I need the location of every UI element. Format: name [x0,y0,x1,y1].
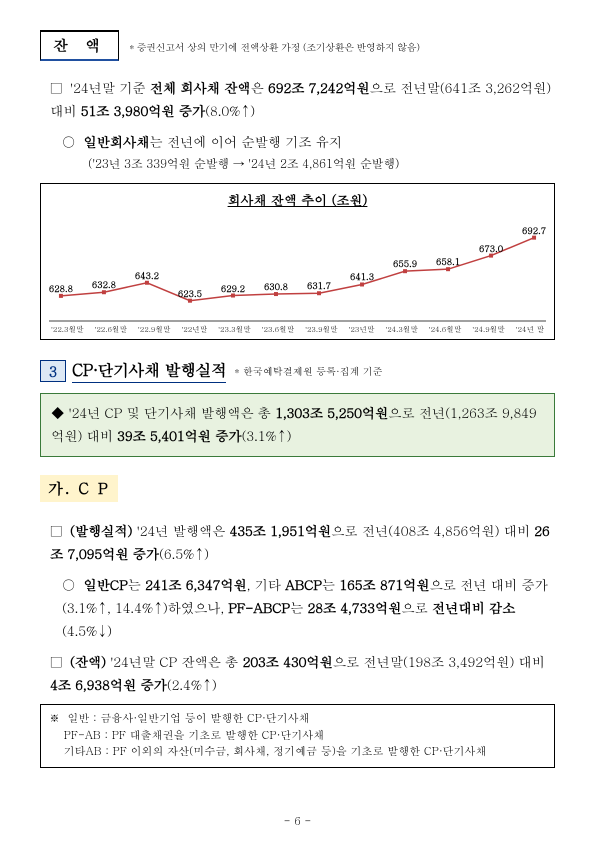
chart-point-value: 629.2 [221,282,245,295]
text: '24년말 CP 잔액은 총 [110,652,242,671]
chart-point-value: 628.8 [49,282,73,295]
text: 4조 6,938억원 증가 [50,675,167,694]
text: 전년대비 감소 [432,598,515,617]
text: (2.4%↑) [167,675,217,694]
text: 435조 1,951억원 [229,521,331,540]
chart-box: 회사채 잔액 추이 (조원) 628.8 632.8 643.2 623.5 629.2… [40,183,555,340]
text: 165조 871억원 [339,575,429,594]
text: PF-ABCP [228,598,290,617]
text: ◆ '24년 CP 및 단기사채 발행액은 총 [51,403,275,422]
section3-highlight: ◆ '24년 CP 및 단기사채 발행액은 총 1,303조 5,250억원으로… [40,393,555,457]
chart-point-value: 655.9 [393,257,417,270]
chart-point-value: 630.8 [264,280,288,293]
page-number: - 6 - [0,814,595,829]
chart-point-value: 632.8 [92,278,116,291]
text: ABCP [285,575,322,594]
balance-para2: ○ 일반회사채는 전년에 이어 순발행 기조 유지 ('23년 3조 339억원… [62,131,555,173]
chart-x-label: '24.9월말 [472,325,504,335]
chart-x-label: '23년말 [349,325,375,335]
text: , 기타 [247,575,285,594]
text: (6.5%↑) [159,544,209,563]
chart-point-value: 673.0 [479,242,503,255]
text: 는 [322,575,339,594]
section3-title: CP·단기사채 발행실적 [72,358,226,383]
def-line: ※ 일반 : 금융사·일반기업 등이 발행한 CP·단기사채 [49,711,546,728]
chart-x-label: '22.3월말 [51,325,83,335]
chart-point-value: 631.7 [307,279,331,292]
text: (발행실적) [70,521,137,540]
chart-x-label: '22.9월말 [138,325,170,335]
chart-x-label: '22.6월말 [94,325,126,335]
line-chart: 628.8 632.8 643.2 623.5 629.2 630.8 631.7 641.3… [49,213,546,323]
text: 692조 7,242억원 [268,78,370,97]
def-line: 기타AB : PF 이외의 자산(미수금, 회사채, 정기예금 등)을 기초로 … [49,744,546,761]
text: (8.0%↑) [205,101,255,120]
text: 28조 4,733억원 [307,598,401,617]
balance-para1: □ '24년말 기준 전체 회사채 잔액은 692조 7,242억원으로 전년말… [50,77,555,123]
text: 는 [290,598,307,617]
def-line: PF-AB : PF 대출채권을 기초로 발행한 CP·단기사채 [49,728,546,745]
text: 203조 430억원 [242,652,332,671]
text: 은 [250,78,267,97]
chart-x-label: '23.3월말 [218,325,250,335]
chart-xlabels: '22.3월말 '22.6월말 '22.9월말 '22년말 '23.3월말 '23.6월말… [49,325,546,335]
section-number: 3 [40,360,66,382]
text: 으로 전년(408조 4,856억원) 대비 [331,521,534,540]
chart-x-label: '24.6월말 [429,325,461,335]
chart-x-label: '24.3월말 [385,325,417,335]
chart-x-label: '22년말 [181,325,207,335]
chart-x-label: '23.6월말 [262,325,294,335]
text: 으로 전년말(198조 3,492억원) 대비 [333,652,545,671]
text: 는 [128,575,145,594]
balance-note: * 증권신고서 상의 만기에 전액상환 가정 (조기상환은 반영하지 않음) [129,40,419,54]
text: '24년 발행액은 [137,521,230,540]
text: '24년말 기준 [70,78,150,97]
definitions-box: ※ 일반 : 금융사·일반기업 등이 발행한 CP·단기사채 PF-AB : P… [40,704,555,768]
text: 으로 [401,598,432,617]
text: 1,303조 5,250억원 [275,403,388,422]
text: (3.1%↑) [241,426,291,445]
chart-point-value: 692.7 [522,224,546,237]
section3-note: * 한국예탁결제원 등록·집계 기준 [234,364,382,378]
chart-point-value: 641.3 [350,270,374,283]
text: 는 전년에 이어 순발행 기조 유지 [149,132,342,151]
chart-x-label: '24년 말 [516,325,544,335]
cp-para3: □ (잔액) '24년말 CP 잔액은 총 203조 430억원으로 전년말(1… [50,651,555,697]
chart-point-value: 643.2 [135,269,159,282]
text: 51조 3,980억원 증가 [81,101,206,120]
cp-para2: ○ 일반CP는 241조 6,347억원, 기타 ABCP는 165조 871억… [62,574,555,643]
text: (잔액) [70,652,110,671]
text: 39조 5,401억원 증가 [117,426,242,445]
text: 일반회사채 [83,132,149,151]
chart-x-label: '23.9월말 [305,325,337,335]
text: 일반CP [83,575,127,594]
section3-header: 3 CP·단기사채 발행실적 * 한국예탁결제원 등록·집계 기준 [40,358,555,383]
balance-subnote: ('23년 3조 339억원 순발행 → '24년 2조 4,861억원 순발행… [88,154,555,173]
chart-title: 회사채 잔액 추이 (조원) [49,190,546,209]
subsection-cp: 가. C P [40,475,118,502]
text: 241조 6,347억원 [145,575,247,594]
chart-point-value: 623.5 [178,287,202,300]
text: 전체 회사채 잔액 [150,78,251,97]
cp-para1: □ (발행실적) '24년 발행액은 435조 1,951억원으로 전년(408… [50,520,555,566]
text: (4.5%↓) [62,621,112,640]
balance-title: 잔 액 [40,30,119,61]
chart-point-value: 658.1 [436,255,460,268]
